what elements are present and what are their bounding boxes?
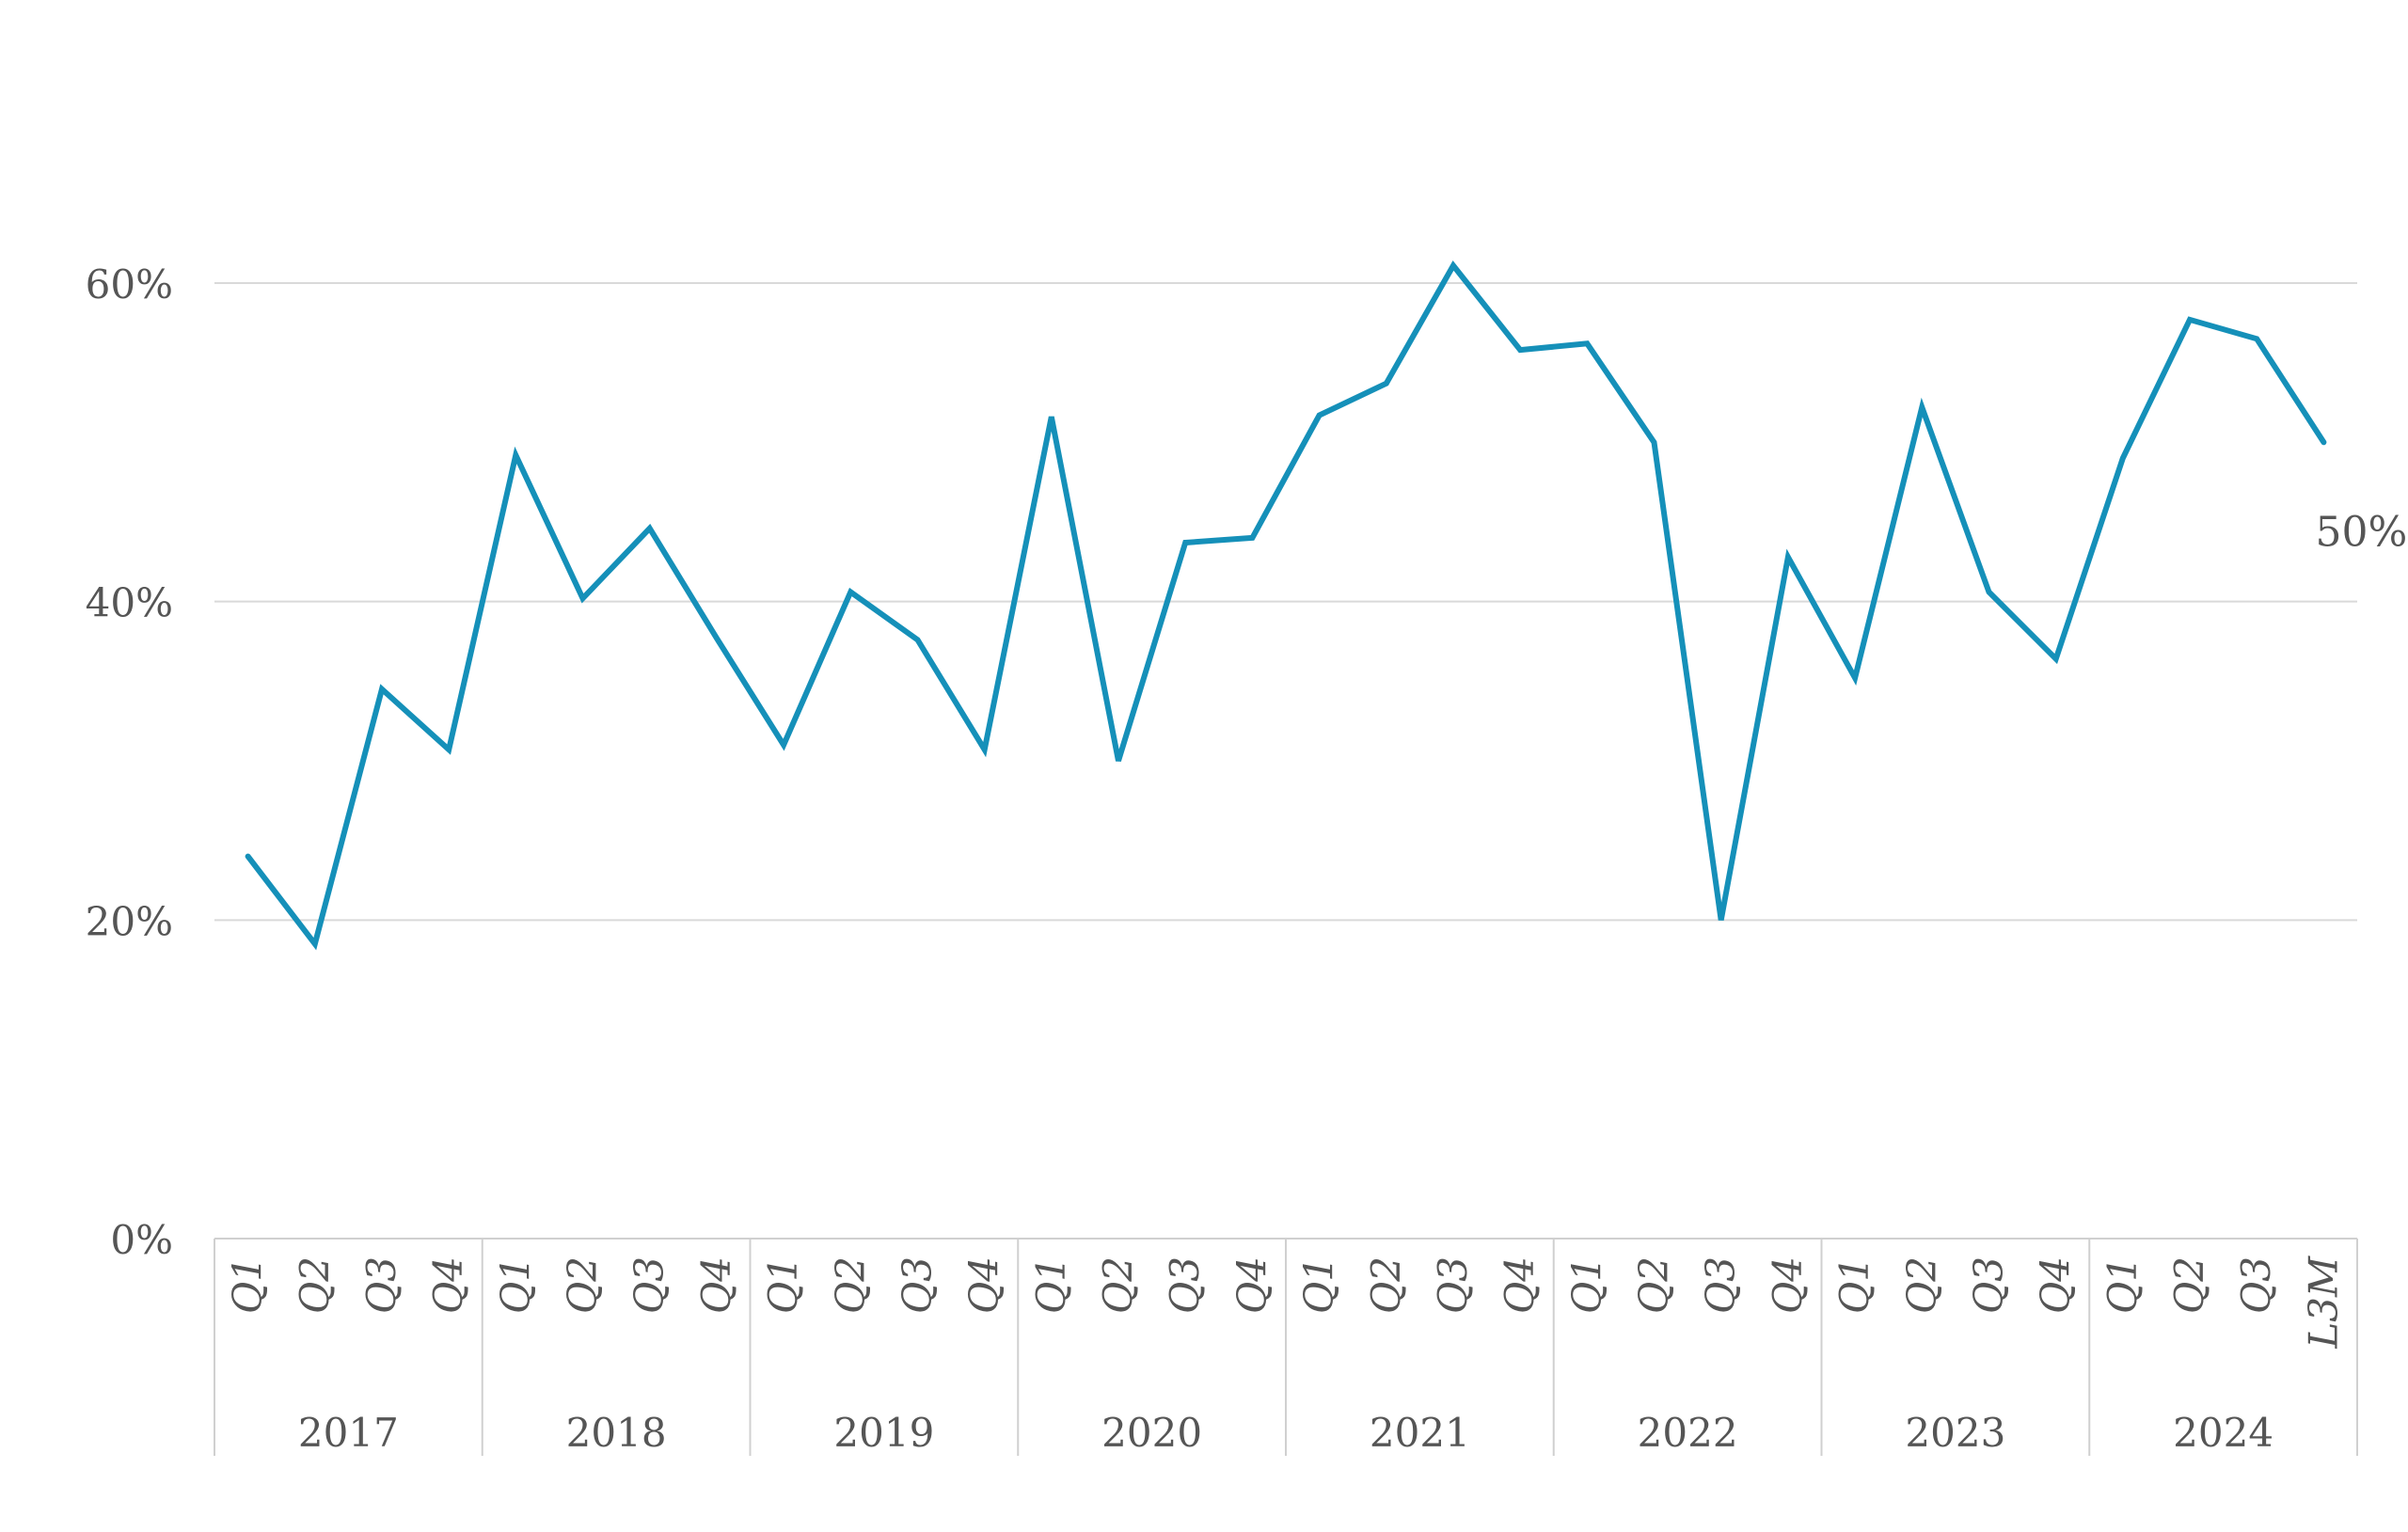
x-tick-label: Q3	[1162, 1256, 1208, 1314]
x-tick-label: Q1	[760, 1256, 806, 1314]
x-tick-label: Q3	[894, 1256, 940, 1314]
year-group-label: 2021	[1370, 1410, 1470, 1456]
x-tick-label: Q3	[626, 1256, 673, 1314]
x-tick-label: Q4	[1765, 1256, 1811, 1314]
year-group-label: 2017	[298, 1410, 399, 1456]
x-tick-label: Q2	[292, 1256, 338, 1314]
y-tick-label: 40%	[86, 580, 173, 626]
x-axis	[214, 1238, 2358, 1456]
x-tick-label: Q4	[2033, 1256, 2079, 1314]
x-tick-label: Q1	[492, 1256, 538, 1314]
x-tick-label: Q3	[1430, 1256, 1476, 1314]
series-line	[245, 261, 2327, 951]
x-tick-label: Q4	[961, 1256, 1007, 1314]
x-tick-label: Q1	[1028, 1256, 1074, 1314]
x-tick-label: Q4	[1228, 1256, 1275, 1314]
x-tick-label: Q4	[1497, 1256, 1543, 1314]
year-group-label: 2018	[566, 1410, 667, 1456]
x-tick-label: Q1	[2099, 1256, 2146, 1314]
x-tick-label: Q2	[2166, 1256, 2212, 1314]
series-layer	[245, 261, 2327, 951]
x-tick-label: Q3	[358, 1256, 404, 1314]
x-tick-label: Q2	[1631, 1256, 1677, 1314]
x-tick-label: Q2	[1363, 1256, 1409, 1314]
year-group-label: 2023	[1905, 1410, 2005, 1456]
annotations: 50%	[2316, 508, 2408, 556]
x-tick-label: Q2	[1898, 1256, 1944, 1314]
x-tick-label: Q4	[693, 1256, 739, 1314]
x-tick-label: Q3	[1965, 1256, 2011, 1314]
x-tick-label: Q1	[225, 1256, 271, 1314]
x-tick-label: Q1	[1563, 1256, 1609, 1314]
x-tick-label: Q2	[1095, 1256, 1141, 1314]
data-label: 50%	[2316, 508, 2408, 556]
x-tick-label: Q2	[827, 1256, 873, 1314]
x-axis-group-labels: 2017 2018 2019 2020 2021 2022 2023 2024	[298, 1410, 2273, 1456]
y-axis-tick-labels: 0% 20% 40% 60%	[86, 261, 173, 1263]
x-tick-label: L3M	[2300, 1256, 2346, 1350]
x-tick-label: Q1	[1296, 1256, 1342, 1314]
year-group-label: 2020	[1101, 1410, 1202, 1456]
year-group-label: 2019	[833, 1410, 934, 1456]
x-tick-label: Q3	[1698, 1256, 1744, 1314]
y-tick-label: 20%	[86, 898, 173, 944]
year-group-label: 2024	[2173, 1410, 2273, 1456]
x-tick-label: Q3	[2233, 1256, 2279, 1314]
x-tick-label: Q2	[560, 1256, 606, 1314]
y-tick-label: 0%	[110, 1217, 173, 1263]
x-axis-tick-labels: Q1 Q2 Q3 Q4 Q1 Q2 Q3 Q4 Q1 Q2 Q3 Q4 Q1 Q2 Q3 Q4 Q1 Q2 Q3 Q4…	[225, 1256, 2347, 1350]
x-tick-label: Q1	[1831, 1256, 1877, 1314]
x-tick-label: Q4	[425, 1256, 471, 1314]
year-group-label: 2022	[1638, 1410, 1738, 1456]
gridlines	[214, 282, 2357, 922]
y-tick-label: 60%	[86, 261, 173, 308]
